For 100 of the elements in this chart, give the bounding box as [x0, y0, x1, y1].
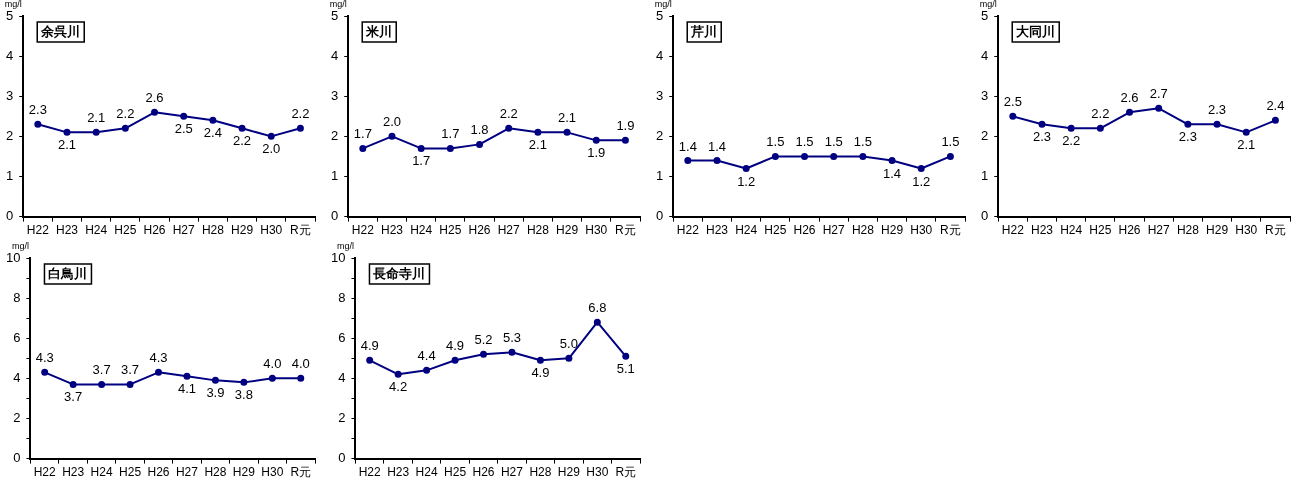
x-tick-label: H29 [231, 223, 254, 238]
x-tick-label: H30 [585, 223, 608, 238]
data-label: 2.3 [28, 102, 47, 118]
data-label: 6.8 [588, 300, 607, 316]
y-tick-label: 10 [330, 249, 346, 265]
data-label: 2.0 [262, 141, 281, 157]
data-label: 1.7 [412, 153, 431, 169]
data-label: 1.8 [470, 122, 489, 138]
x-tick-label: H28 [529, 465, 552, 480]
y-tick-label: 0 [13, 450, 21, 466]
data-label: 2.1 [528, 137, 547, 153]
data-label: 4.9 [531, 365, 550, 381]
data-label: 2.5 [1003, 94, 1022, 110]
text: 白鳥川 [48, 265, 88, 281]
y-tick-label: 5 [981, 7, 989, 23]
y-tick-label: 10 [5, 249, 21, 265]
data-label: 2.2 [499, 106, 518, 122]
y-tick-label: 4 [981, 47, 989, 63]
x-tick-label: R元 [615, 223, 636, 238]
y-tick-label: 5 [6, 7, 14, 23]
x-tick-label: R元 [940, 223, 961, 238]
text: 余呉川 [40, 23, 81, 39]
data-label: 1.5 [795, 134, 814, 150]
x-tick-label: H28 [851, 223, 875, 238]
x-tick-label: H24 [90, 465, 113, 480]
x-tick-label: H22 [358, 465, 382, 480]
y-tick-label: 2 [656, 127, 664, 143]
data-label: 1.9 [587, 145, 606, 161]
y-axis-title: mg/l [329, 0, 347, 9]
x-tick-label: H25 [764, 223, 787, 238]
y-tick-label: 3 [656, 87, 664, 103]
y-axis-title: mg/l [11, 240, 29, 251]
y-tick-label: 3 [331, 87, 339, 103]
x-tick-label: H30 [586, 465, 609, 480]
data-label: 4.9 [446, 338, 465, 354]
data-label: 4.9 [360, 338, 379, 354]
y-axis-title: mg/l [654, 0, 672, 9]
x-tick-label: H28 [201, 223, 225, 238]
y-tick-label: 0 [6, 208, 14, 224]
text: 米川 [365, 23, 393, 39]
x-tick-label: H28 [526, 223, 550, 238]
y-tick-label: 1 [6, 168, 14, 184]
data-label: 2.3 [1178, 129, 1197, 145]
y-tick-label: 2 [13, 410, 21, 426]
data-label: 1.5 [766, 134, 785, 150]
y-tick-label: 2 [338, 410, 346, 426]
data-label: 2.1 [57, 137, 77, 153]
data-label: 1.4 [883, 165, 902, 181]
x-tick-label: H24 [735, 223, 758, 238]
y-tick-label: 6 [13, 329, 21, 345]
y-tick-label: 5 [656, 7, 664, 23]
data-label: 2.4 [1266, 98, 1285, 114]
y-tick-label: 2 [6, 127, 14, 143]
x-tick-label: H26 [793, 223, 816, 238]
data-label: 4.0 [291, 356, 310, 372]
x-tick-label: H24 [410, 223, 433, 238]
x-tick-label: H30 [1235, 223, 1258, 238]
y-tick-label: 5 [331, 7, 339, 23]
y-tick-label: 4 [331, 47, 339, 63]
text: 長命寺川 [372, 265, 426, 281]
x-tick-label: H26 [1118, 223, 1141, 238]
y-tick-label: 0 [331, 208, 339, 224]
data-label: 5.1 [616, 361, 635, 377]
data-label: 1.2 [912, 173, 931, 189]
x-tick-label: H22 [351, 223, 375, 238]
y-tick-label: 6 [338, 329, 346, 345]
data-label: 2.2 [291, 106, 310, 122]
x-tick-label: H25 [114, 223, 137, 238]
y-tick-label: 4 [656, 47, 664, 63]
y-tick-label: 8 [13, 289, 21, 305]
x-tick-label: H22 [1001, 223, 1025, 238]
data-label: 4.2 [389, 379, 408, 395]
x-tick-label: H30 [910, 223, 933, 238]
data-label: 2.2 [233, 133, 252, 149]
data-label: 2.0 [382, 114, 402, 130]
data-label: 5.3 [502, 330, 521, 346]
x-tick-label: H26 [143, 223, 166, 238]
y-tick-label: 8 [338, 289, 346, 305]
data-label: 5.0 [559, 336, 578, 352]
x-tick-label: R元 [615, 465, 637, 480]
x-tick-label: H23 [705, 223, 729, 238]
y-axis-title: mg/l [336, 240, 354, 251]
data-label: 2.7 [1149, 86, 1168, 102]
x-tick-label: H29 [232, 465, 256, 480]
x-tick-label: H27 [500, 465, 524, 480]
data-label: 4.3 [149, 350, 168, 366]
x-tick-label: H26 [147, 465, 170, 480]
data-label: 3.7 [92, 362, 111, 378]
x-tick-label: H22 [26, 223, 50, 238]
data-label: 1.4 [707, 138, 727, 154]
data-label: 3.7 [64, 389, 83, 405]
x-tick-label: H23 [380, 223, 404, 238]
x-tick-label: H22 [33, 465, 57, 480]
x-tick-label: H27 [497, 223, 521, 238]
data-label: 1.7 [441, 126, 460, 142]
data-label: 2.4 [203, 125, 222, 141]
x-tick-label: H30 [260, 223, 283, 238]
y-tick-label: 0 [656, 208, 664, 224]
data-label: 2.2 [1091, 106, 1110, 122]
data-label: 4.1 [177, 381, 196, 397]
